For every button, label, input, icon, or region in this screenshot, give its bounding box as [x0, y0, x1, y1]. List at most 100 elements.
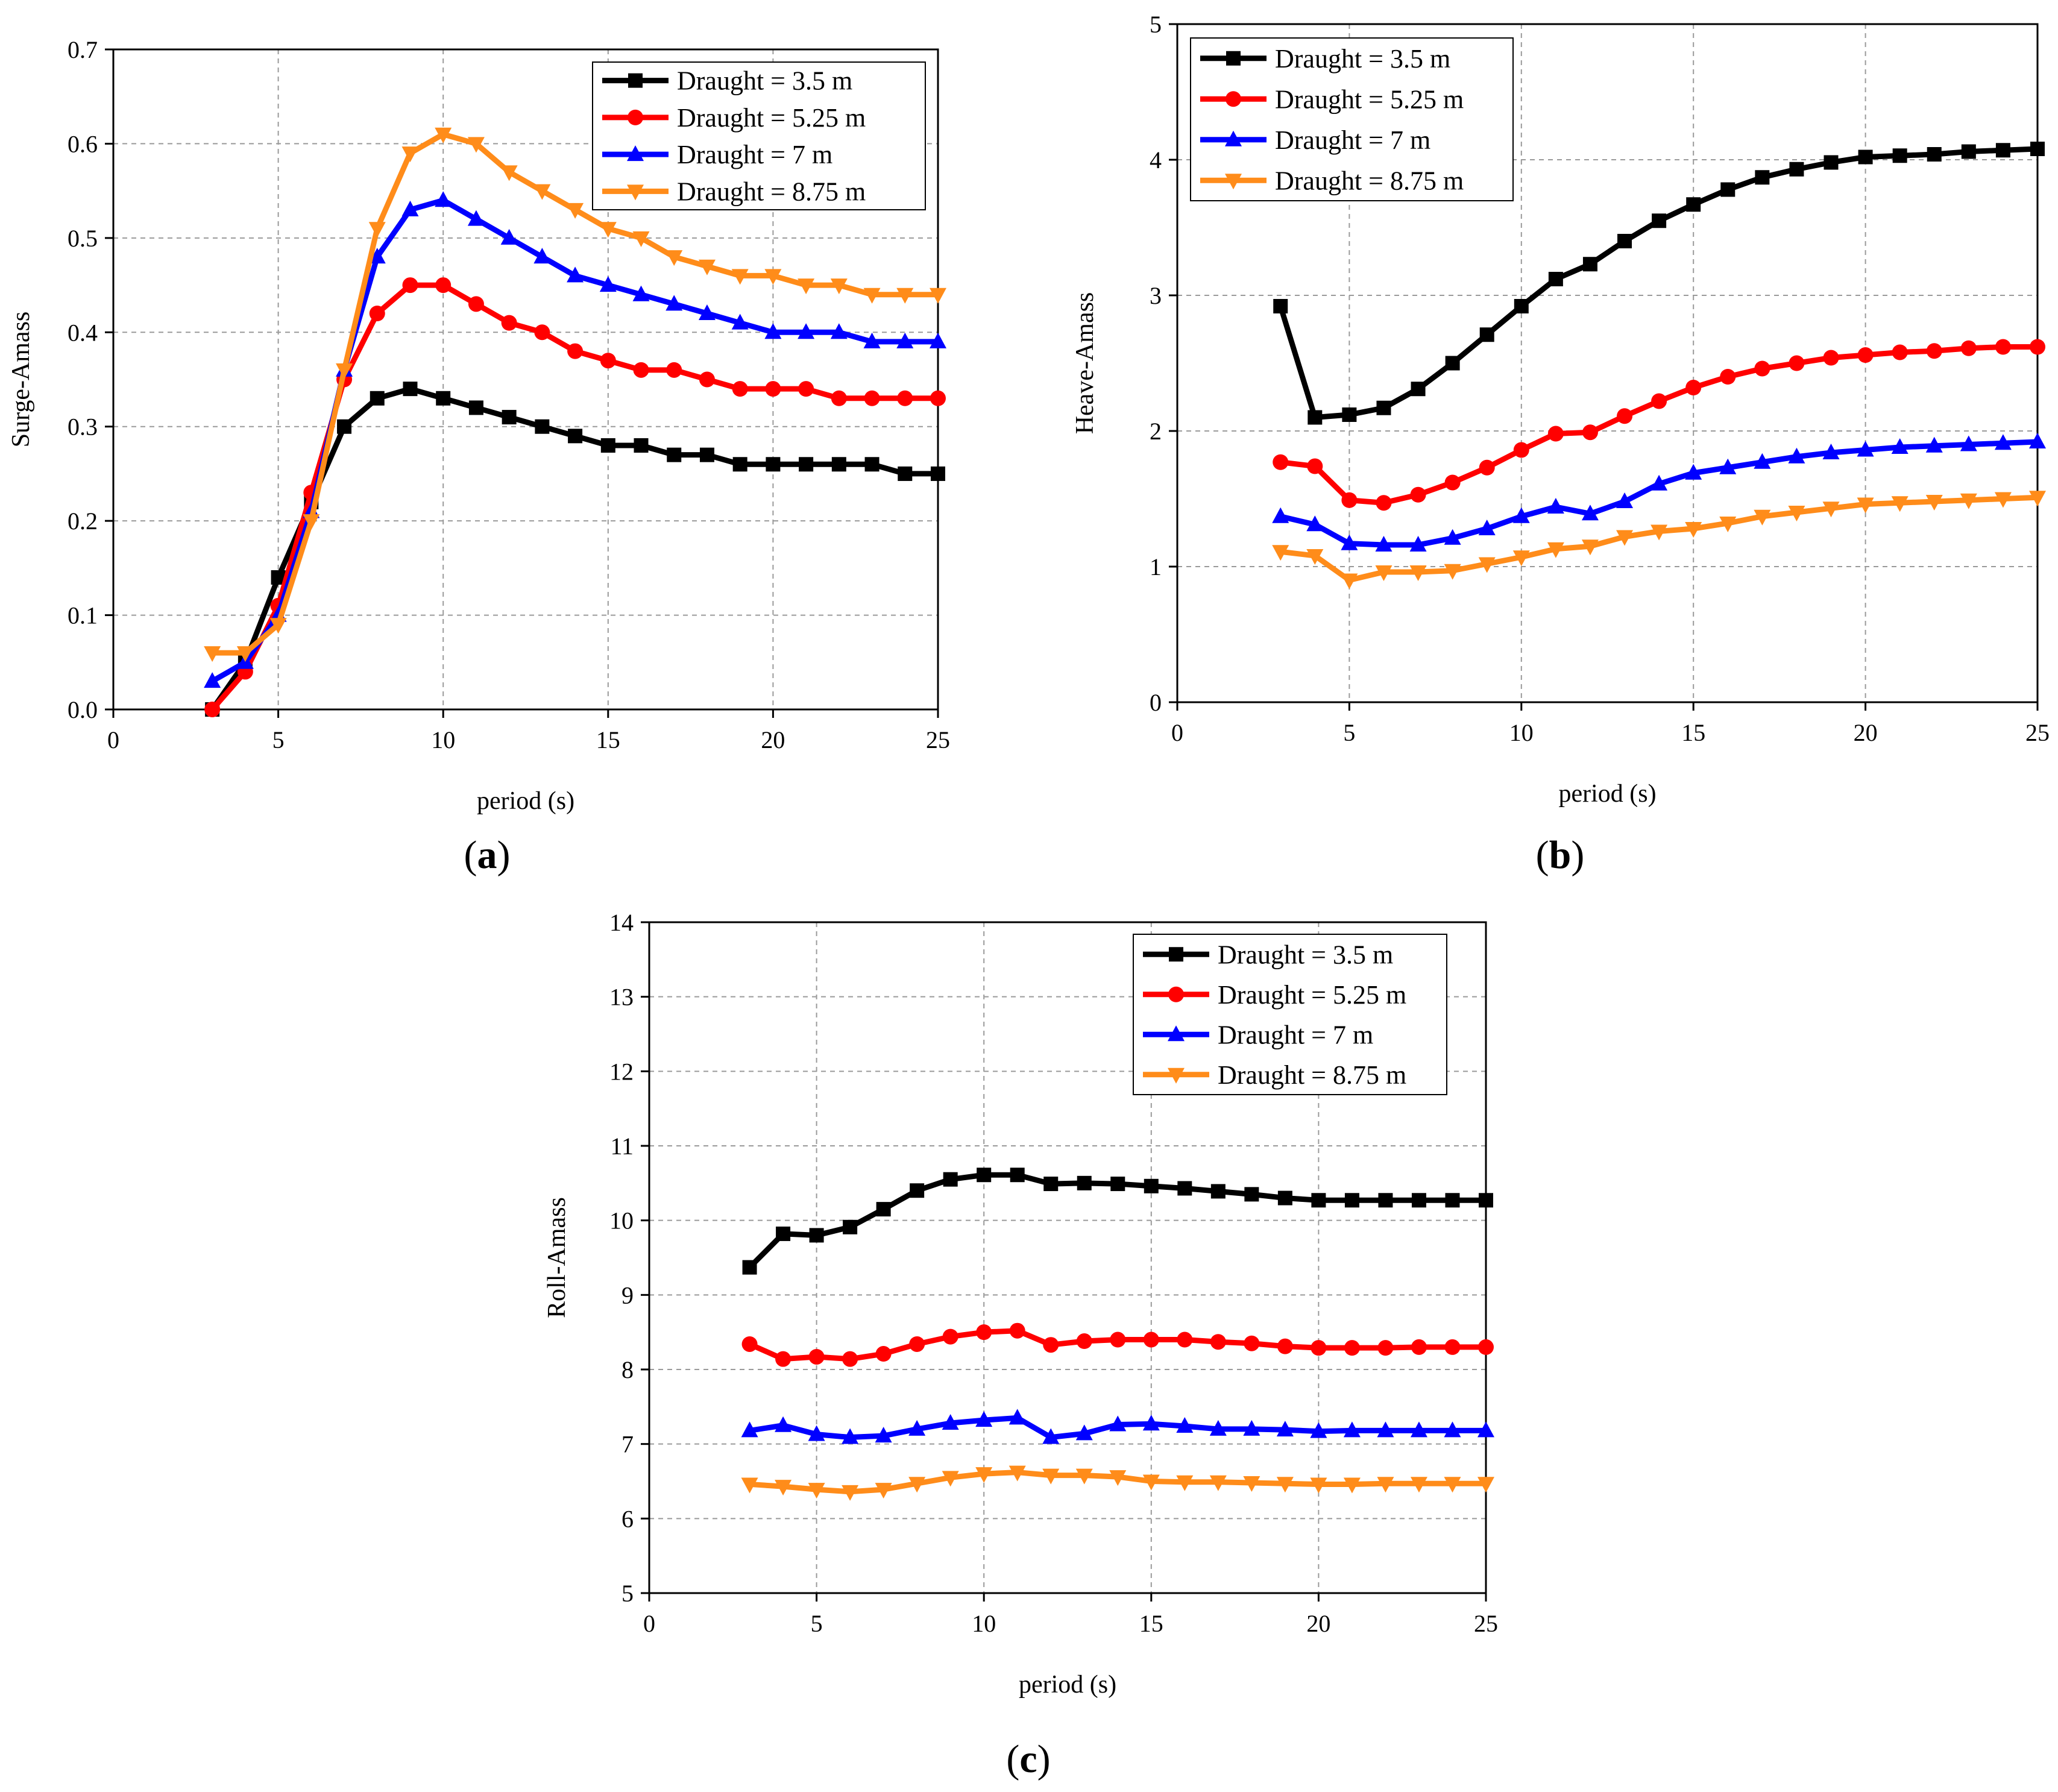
data-point: [1892, 344, 1908, 360]
data-point: [977, 1168, 992, 1183]
data-point: [1142, 1474, 1160, 1491]
data-point: [875, 1346, 892, 1362]
data-point: [1376, 400, 1391, 415]
data-point: [863, 288, 881, 304]
y-axis-title: Surge-Amass: [7, 312, 35, 448]
legend-entry: Draught = 8.75 m: [1275, 166, 1464, 195]
data-point: [942, 1414, 959, 1430]
series-3.5: [205, 382, 945, 717]
data-point: [1755, 170, 1770, 185]
x-tick-label: 15: [596, 726, 620, 753]
series-7: [1272, 433, 2046, 552]
data-point: [799, 457, 814, 472]
data-point: [1892, 148, 1907, 163]
data-point: [1110, 1177, 1125, 1192]
data-point: [500, 228, 518, 245]
data-point: [742, 1260, 757, 1275]
data-point: [1344, 1193, 1359, 1208]
data-point: [808, 1348, 825, 1365]
panel-letter: a: [477, 833, 497, 877]
data-point: [1788, 506, 1805, 521]
y-tick-label: 0.2: [68, 508, 98, 535]
data-point: [500, 165, 518, 181]
data-point: [1858, 149, 1873, 165]
x-tick-label: 0: [107, 726, 119, 753]
data-point: [204, 702, 221, 717]
data-point: [1822, 501, 1840, 518]
data-point: [1244, 1187, 1259, 1202]
data-point: [1376, 495, 1392, 511]
x-tick-label: 15: [1681, 719, 1705, 746]
legend-marker: [1226, 51, 1241, 66]
data-point: [1272, 545, 1289, 561]
data-point: [808, 1483, 825, 1499]
data-point: [699, 371, 715, 388]
data-point: [842, 1351, 858, 1367]
legend: Draught = 3.5 m Draught = 5.25 m Draught =…: [1133, 934, 1447, 1095]
data-point: [1010, 1168, 1025, 1183]
series-8.75: [1272, 491, 2046, 589]
data-point: [930, 288, 946, 304]
legend-marker: [628, 109, 643, 125]
x-axis-title: period (s): [1019, 1671, 1116, 1699]
data-point: [765, 381, 781, 397]
data-point: [1547, 542, 1564, 558]
data-point: [1582, 257, 1597, 272]
data-point: [1410, 1421, 1427, 1438]
data-point: [830, 278, 848, 295]
data-point: [567, 266, 584, 283]
data-point: [798, 278, 815, 295]
data-point: [1341, 534, 1358, 550]
panel-label: (b): [1536, 833, 1585, 877]
data-point: [435, 277, 452, 294]
legend-marker: [627, 184, 644, 201]
data-point: [1444, 529, 1461, 545]
data-point: [600, 353, 616, 369]
data-point: [667, 447, 682, 462]
data-point: [975, 1467, 993, 1483]
data-point: [1581, 505, 1599, 521]
data-point: [931, 466, 945, 481]
data-point: [908, 1477, 926, 1493]
data-point: [1310, 1477, 1327, 1494]
data-point: [1512, 507, 1530, 523]
data-point: [775, 1416, 792, 1432]
data-point: [1513, 442, 1529, 458]
data-point: [1720, 369, 1736, 385]
chart-panel-a: 0 5 10 15 20 25 0.0 0.1 0.2 0.3 0.4 0.5 0.6 0.7 period…: [7, 36, 950, 877]
series-8.75: [204, 127, 946, 662]
data-point: [1411, 1193, 1426, 1208]
legend: Draught = 3.5 m Draught = 5.25 m Draught =…: [1190, 37, 1514, 201]
data-point: [1344, 1340, 1360, 1356]
data-point: [1043, 1177, 1059, 1192]
legend: Draught = 3.5 m Draught = 5.25 m Draught =…: [592, 61, 926, 210]
x-tick-label: 20: [1854, 719, 1878, 746]
data-point: [1276, 1477, 1294, 1493]
panel-label: (a): [464, 833, 511, 877]
data-point: [975, 1411, 993, 1427]
data-point: [798, 381, 814, 397]
legend-entry: Draught = 5.25 m: [1275, 84, 1464, 114]
data-point: [1307, 458, 1323, 474]
legend-entry: Draught = 3.5 m: [1218, 940, 1393, 969]
data-point: [2030, 142, 2045, 156]
data-point: [1444, 1421, 1461, 1438]
data-point: [467, 137, 485, 153]
data-point: [1754, 509, 1771, 526]
data-point: [1273, 299, 1288, 313]
data-point: [1685, 380, 1702, 395]
data-point: [1009, 1322, 1025, 1339]
data-point: [568, 429, 583, 444]
data-point: [831, 457, 846, 472]
data-point: [1994, 492, 2012, 508]
panel-letter: c: [1019, 1737, 1037, 1781]
data-point: [1823, 350, 1839, 366]
data-point: [1272, 507, 1289, 523]
legend-entry: Draught = 8.75 m: [677, 177, 866, 206]
data-point: [1961, 144, 1976, 159]
data-point: [2030, 339, 2045, 355]
data-point: [875, 1483, 892, 1499]
y-tick-label: 0.7: [68, 36, 98, 63]
y-tick-label: 0.4: [68, 319, 98, 346]
legend-box: [592, 61, 926, 210]
